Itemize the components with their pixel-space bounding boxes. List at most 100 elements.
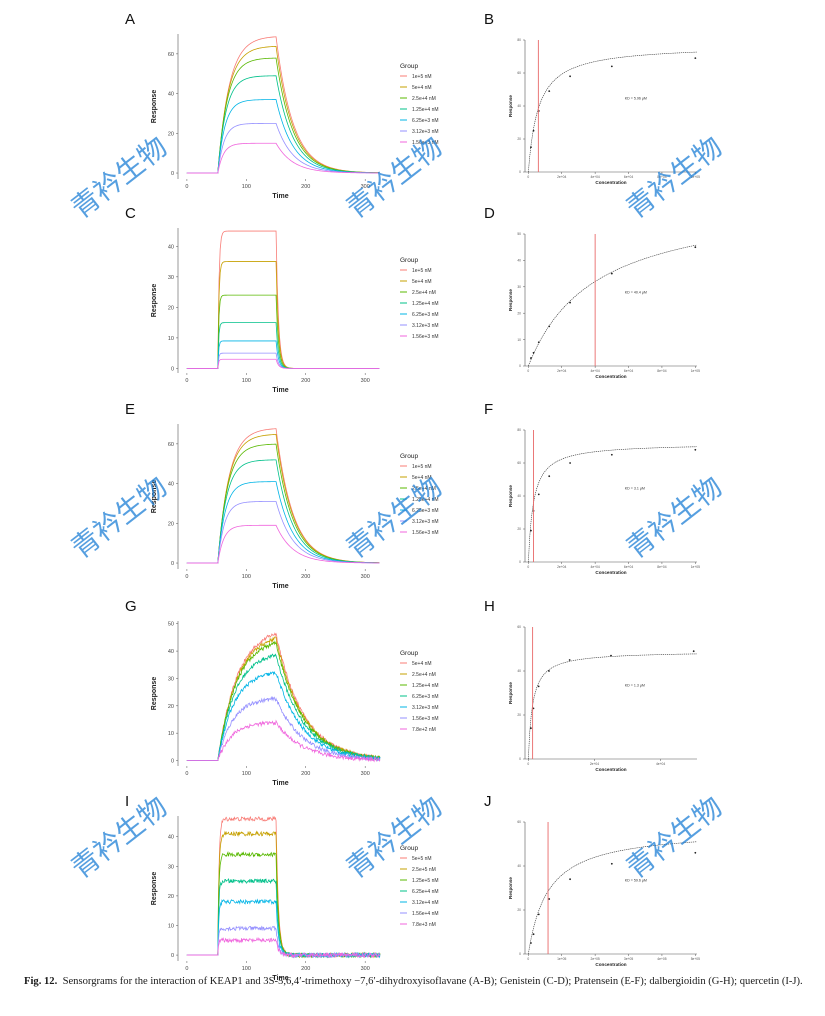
- legend-title: Group: [400, 650, 418, 657]
- y-tick-label: 20: [517, 137, 521, 141]
- y-axis-title: Response: [508, 95, 513, 117]
- data-point: [569, 75, 571, 78]
- panel-letter-b: B: [484, 11, 494, 28]
- x-axis-title: Concentration: [595, 570, 626, 575]
- x-tick-label: 4e+04: [656, 762, 665, 766]
- legend-label: 1.25e+4 nM: [412, 107, 439, 113]
- watermark: 青衿生物: [340, 470, 449, 565]
- x-tick-label: 8e+04: [657, 175, 666, 179]
- data-point: [537, 341, 540, 344]
- legend-label: 5e+4 nM: [412, 85, 432, 91]
- x-tick-label: 2e+04: [557, 175, 566, 179]
- panel-g: G 0 10 20 30 40 50 0 100 200 300 Time Response Group 5…: [125, 598, 439, 787]
- x-tick-label: 100: [242, 184, 251, 190]
- y-tick-label: 40: [517, 259, 521, 263]
- data-point: [532, 933, 535, 936]
- x-tick-label: 100: [242, 574, 251, 580]
- watermark: 青衿生物: [65, 790, 174, 885]
- x-axis-title: Concentration: [595, 374, 626, 379]
- x-tick-label: 2e+04: [590, 762, 599, 766]
- legend-label: 3.12e+3 nM: [412, 705, 439, 711]
- series-line-7: [186, 142, 380, 174]
- y-tick-label: 0: [519, 364, 521, 368]
- watermark: 青衿生物: [340, 130, 449, 225]
- y-tick-label: 60: [517, 625, 521, 629]
- legend-label: 5e+5 nM: [412, 856, 432, 862]
- data-point: [568, 659, 571, 661]
- data-point: [530, 529, 532, 532]
- y-tick-label: 20: [168, 704, 174, 710]
- x-tick-label: 1e+05: [691, 175, 700, 179]
- watermark: 青衿生物: [620, 130, 729, 225]
- data-point: [548, 898, 551, 900]
- x-tick-label: 6e+04: [624, 565, 633, 569]
- data-point: [537, 685, 540, 688]
- legend-label: 2.5e+4 nM: [412, 672, 436, 678]
- caption-text: Sensorgrams for the interaction of KEAP1…: [62, 976, 803, 987]
- y-axis-title: Response: [508, 485, 513, 507]
- y-tick-label: 50: [517, 232, 521, 236]
- data-point: [610, 272, 613, 275]
- x-tick-label: 2e+04: [557, 565, 566, 569]
- x-tick-label: 0: [527, 175, 529, 179]
- series-line-3: [186, 57, 380, 174]
- y-axis-title: Response: [508, 877, 513, 899]
- series-line-3: [186, 640, 381, 761]
- series-line-2: [186, 261, 380, 369]
- legend-label: 2.5e+5 nM: [412, 867, 436, 873]
- y-tick-label: 10: [168, 731, 174, 737]
- data-point: [548, 90, 551, 93]
- y-tick-label: 60: [517, 71, 521, 75]
- data-point: [694, 57, 697, 60]
- data-point: [569, 462, 571, 464]
- x-tick-label: 100: [242, 378, 251, 384]
- kd-label: KD = 40.4 μM: [625, 290, 647, 294]
- y-tick-label: 30: [168, 676, 174, 682]
- data-point: [537, 913, 540, 916]
- x-tick-label: 200: [301, 378, 310, 384]
- x-tick-label: 1e+05: [557, 957, 566, 961]
- y-axis-title: Response: [151, 90, 158, 124]
- fit-curve: [528, 653, 698, 760]
- y-tick-label: 10: [168, 336, 174, 342]
- y-axis-title: Response: [151, 677, 158, 711]
- series-line-7: [186, 524, 380, 564]
- data-point: [532, 351, 535, 354]
- y-tick-label: 60: [168, 442, 174, 448]
- x-axis-title: Time: [272, 780, 288, 787]
- x-tick-label: 0: [527, 762, 529, 766]
- data-point: [610, 453, 613, 456]
- legend-label: 1.56e+3 nM: [412, 334, 439, 340]
- legend-label: 7.8e+3 nM: [412, 922, 436, 928]
- y-tick-label: 50: [168, 622, 174, 628]
- y-tick-label: 80: [517, 428, 521, 432]
- y-tick-label: 40: [517, 669, 521, 673]
- data-point: [548, 670, 550, 672]
- x-tick-label: 300: [361, 184, 370, 190]
- x-tick-label: 0: [527, 565, 529, 569]
- data-point: [610, 65, 613, 68]
- y-tick-label: 10: [517, 338, 521, 342]
- x-tick-label: 0: [185, 771, 188, 777]
- y-tick-label: 0: [171, 953, 174, 959]
- legend-label: 2.5e+4 nM: [412, 486, 436, 492]
- legend-title: Group: [400, 257, 418, 264]
- y-tick-label: 0: [519, 952, 521, 956]
- x-tick-label: 0: [185, 574, 188, 580]
- data-point: [532, 129, 535, 132]
- panel-letter-c: C: [125, 205, 136, 222]
- legend-label: 1.56e+3 nM: [412, 530, 439, 536]
- panel-letter-e: E: [125, 401, 135, 418]
- x-tick-label: 0: [185, 966, 188, 972]
- legend-label: 3.12e+3 nM: [412, 129, 439, 135]
- fit-curve: [528, 244, 698, 367]
- x-tick-label: 4e+05: [657, 957, 666, 961]
- legend-label: 6.25e+3 nM: [412, 508, 439, 514]
- y-tick-label: 80: [517, 38, 521, 42]
- data-point: [548, 325, 551, 328]
- legend-label: 3.12e+4 nM: [412, 900, 439, 906]
- legend-label: 6.25e+3 nM: [412, 694, 439, 700]
- y-tick-label: 0: [519, 170, 521, 174]
- series-line-7: [186, 358, 380, 369]
